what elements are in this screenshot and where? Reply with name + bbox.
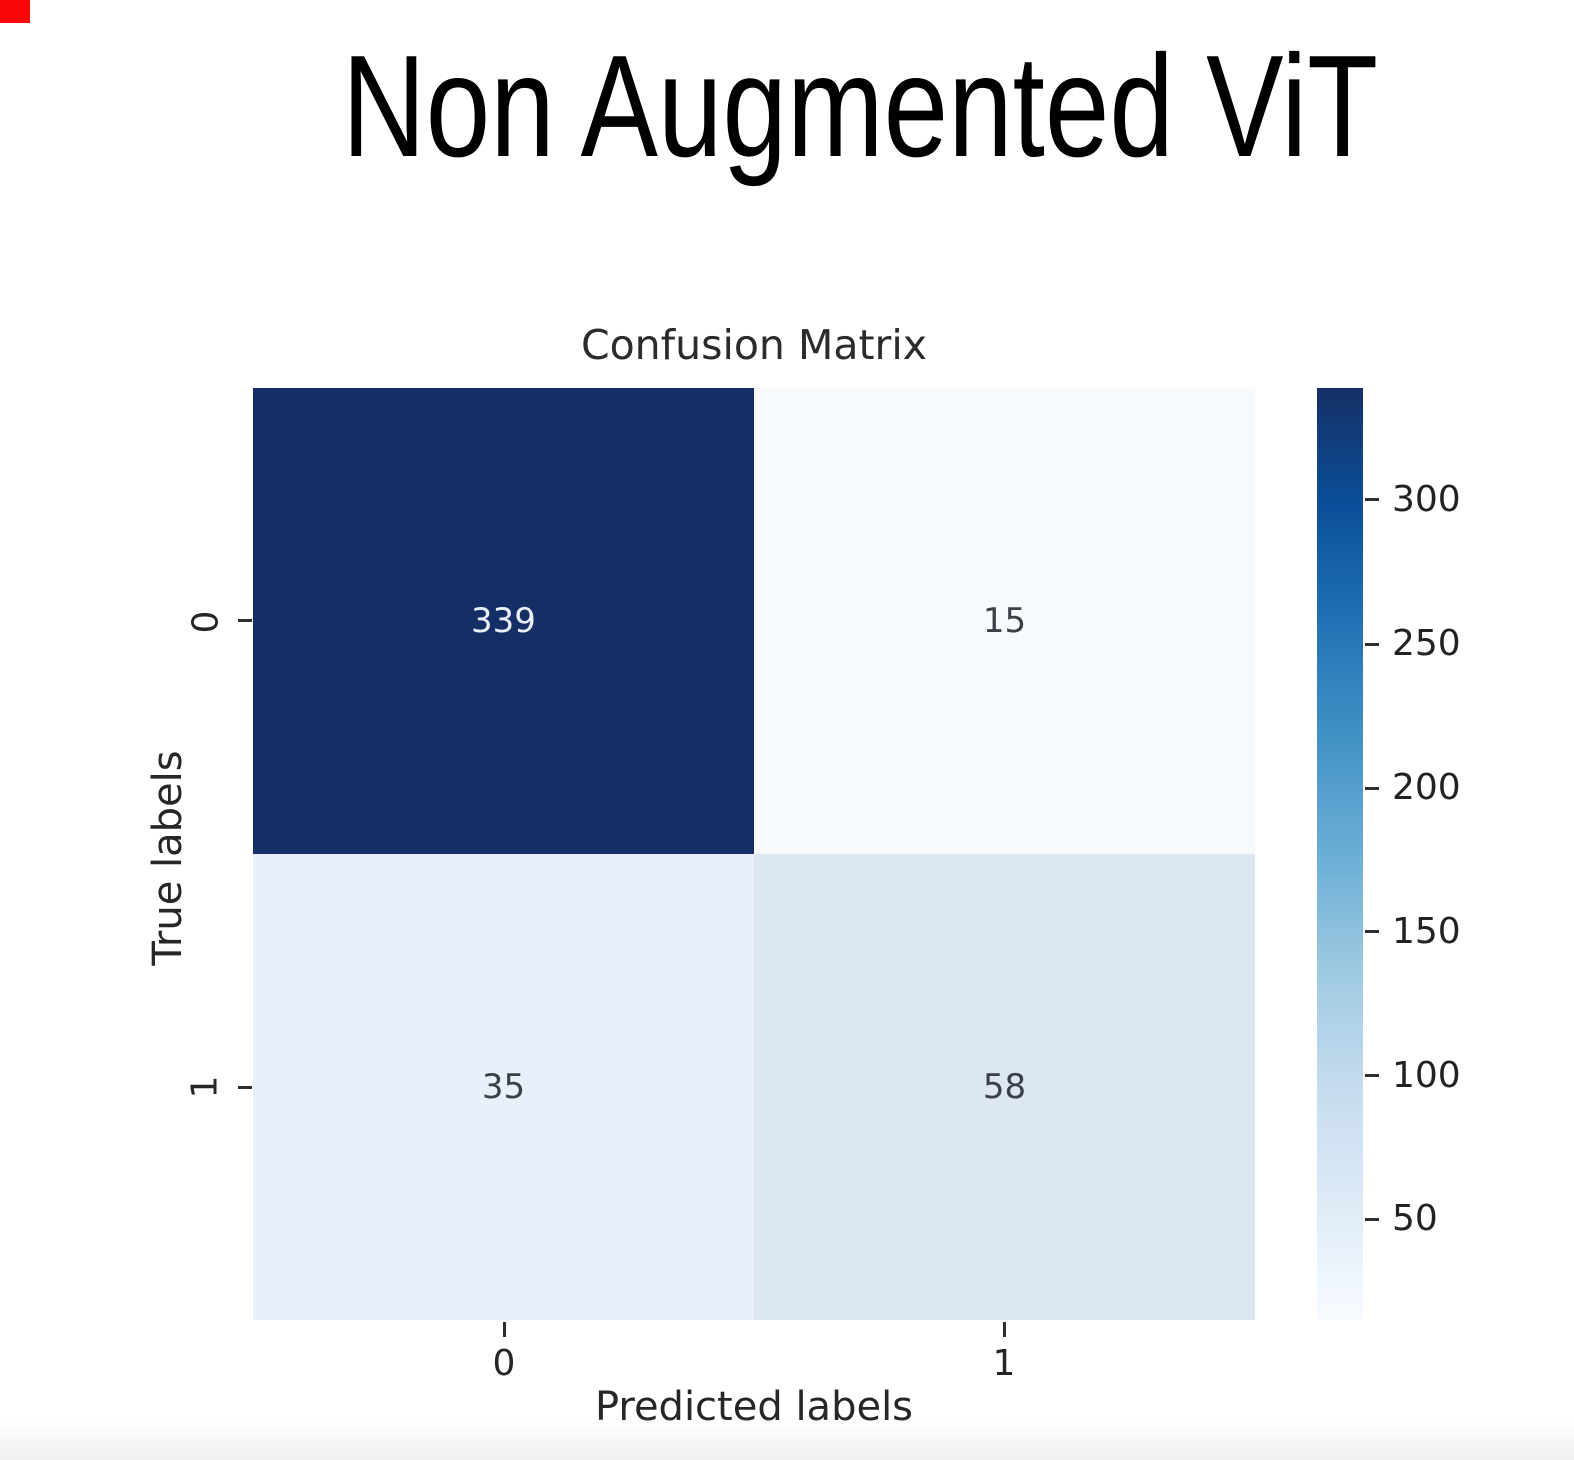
colorbar-tick-mark-300 <box>1365 498 1379 501</box>
confusion-matrix-heatmap: 339 15 35 58 <box>253 388 1255 1320</box>
matrix-cell-true0-pred1: 15 <box>754 388 1255 854</box>
x-tick-mark-0 <box>503 1322 506 1337</box>
matrix-cell-true0-pred0: 339 <box>253 388 754 854</box>
y-axis-label: True labels <box>145 750 191 966</box>
figure-title: Non Augmented ViT <box>341 25 1379 187</box>
matrix-cell-true1-pred0: 35 <box>253 854 754 1320</box>
x-tick-label-1: 1 <box>992 1343 1016 1384</box>
colorbar-tick-mark-250 <box>1365 643 1379 646</box>
matrix-cell-true1-pred1: 58 <box>754 854 1255 1320</box>
x-tick-label-0: 0 <box>492 1343 516 1384</box>
window-corner-mark <box>0 0 30 23</box>
colorbar-tick-label-100: 100 <box>1392 1055 1461 1096</box>
colorbar-tick-mark-200 <box>1365 787 1379 790</box>
y-tick-mark-0 <box>238 619 252 622</box>
colorbar-tick-mark-100 <box>1365 1074 1379 1077</box>
chart-title: Confusion Matrix <box>580 321 928 369</box>
colorbar-tick-label-250: 250 <box>1392 623 1461 664</box>
colorbar-tick-label-300: 300 <box>1392 479 1461 520</box>
x-tick-mark-1 <box>1003 1322 1006 1337</box>
colorbar-gradient <box>1317 388 1363 1320</box>
colorbar-tick-label-200: 200 <box>1392 767 1461 808</box>
y-tick-label-0: 0 <box>185 610 227 634</box>
colorbar-tick-label-50: 50 <box>1392 1198 1438 1239</box>
colorbar-tick-mark-50 <box>1365 1218 1379 1221</box>
window-bottom-edge-shadow <box>0 1418 1574 1460</box>
y-tick-mark-1 <box>238 1086 252 1089</box>
y-tick-label-1: 1 <box>184 1075 226 1099</box>
colorbar-tick-mark-150 <box>1365 930 1379 933</box>
colorbar-tick-label-150: 150 <box>1392 911 1461 952</box>
